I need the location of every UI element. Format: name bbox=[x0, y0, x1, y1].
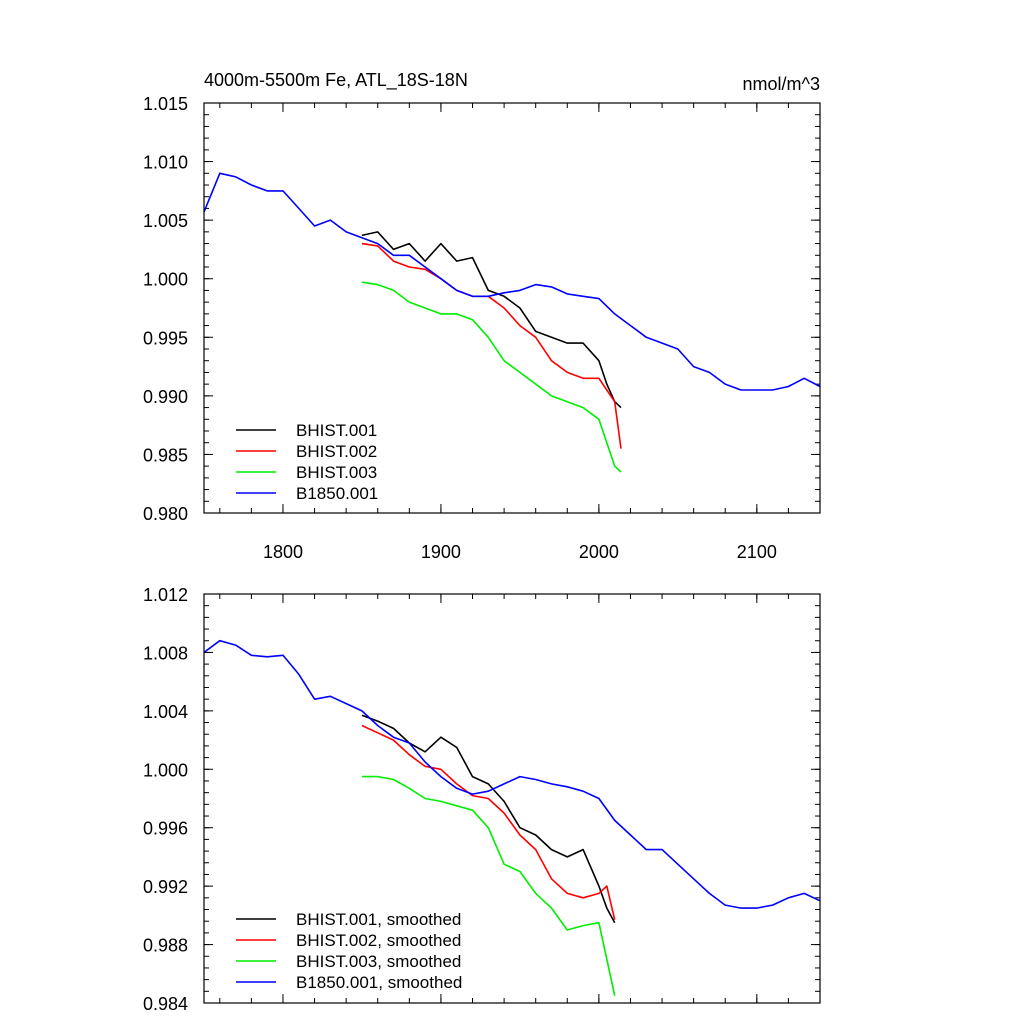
bottom-panel-series bbox=[203, 639, 821, 996]
x-tick-label: 1900 bbox=[421, 542, 461, 562]
bottom-panel: 1.012 1.008 1.004 1.000 0.996 0.992 0.988 0.984… bbox=[143, 585, 821, 1014]
series-line-bhist-002 bbox=[361, 242, 622, 449]
y-tick-label: 0.992 bbox=[143, 877, 188, 897]
top-panel-frame bbox=[203, 102, 821, 514]
series-line-bhist-002-smoothed bbox=[361, 724, 616, 920]
y-tick-label: 1.004 bbox=[143, 702, 188, 722]
top-panel-series bbox=[203, 172, 821, 473]
top-panel-units: nmol/m^3 bbox=[743, 74, 820, 94]
y-tick-label: 1.005 bbox=[143, 211, 188, 231]
legend-label: B1850.001, smoothed bbox=[296, 973, 462, 992]
x-tick-label: 2100 bbox=[737, 542, 777, 562]
y-tick-label: 1.010 bbox=[143, 153, 188, 173]
y-tick-label: 0.995 bbox=[143, 328, 188, 348]
y-tick-label: 1.012 bbox=[143, 585, 188, 605]
y-tick-label: 0.988 bbox=[143, 936, 188, 956]
y-tick-label: 0.990 bbox=[143, 387, 188, 407]
legend-label: BHIST.002, smoothed bbox=[296, 931, 461, 950]
series-line-b1850-001 bbox=[203, 172, 821, 391]
x-tick-label: 2000 bbox=[579, 542, 619, 562]
y-tick-label: 1.008 bbox=[143, 643, 188, 663]
y-tick-label: 0.996 bbox=[143, 819, 188, 839]
series-line-b1850-001-smoothed bbox=[203, 639, 821, 909]
y-tick-label: 0.985 bbox=[143, 445, 188, 465]
y-tick-label: 0.980 bbox=[143, 504, 188, 524]
top-panel-legend: BHIST.001 BHIST.002 BHIST.003 B1850.001 bbox=[236, 421, 378, 503]
legend-label: BHIST.002 bbox=[296, 442, 377, 461]
legend-label: BHIST.003, smoothed bbox=[296, 952, 461, 971]
legend-label: B1850.001 bbox=[296, 484, 378, 503]
series-line-bhist-003-smoothed bbox=[361, 775, 616, 996]
y-tick-label: 1.015 bbox=[143, 94, 188, 114]
series-line-bhist-001 bbox=[361, 231, 622, 409]
bottom-panel-frame bbox=[203, 593, 821, 1004]
top-panel: 4000m-5500m Fe, ATL_18S-18N nmol/m^3 1.0… bbox=[143, 70, 821, 562]
top-panel-ticks: 1.015 1.010 1.005 1.000 0.995 0.990 0.985 0.980… bbox=[143, 94, 821, 562]
series-line-bhist-001-smoothed bbox=[361, 714, 616, 924]
y-tick-label: 0.984 bbox=[143, 994, 188, 1014]
y-tick-label: 1.000 bbox=[143, 270, 188, 290]
bottom-panel-legend: BHIST.001, smoothed BHIST.002, smoothed BH… bbox=[236, 910, 462, 992]
legend-label: BHIST.001, smoothed bbox=[296, 910, 461, 929]
legend-label: BHIST.001 bbox=[296, 421, 377, 440]
top-panel-title: 4000m-5500m Fe, ATL_18S-18N bbox=[204, 70, 468, 91]
y-tick-label: 1.000 bbox=[143, 760, 188, 780]
bottom-panel-ticks: 1.012 1.008 1.004 1.000 0.996 0.992 0.988 0.984 bbox=[143, 585, 821, 1014]
x-tick-label: 1800 bbox=[263, 542, 303, 562]
legend-label: BHIST.003 bbox=[296, 463, 377, 482]
series-line-bhist-003 bbox=[361, 281, 622, 473]
